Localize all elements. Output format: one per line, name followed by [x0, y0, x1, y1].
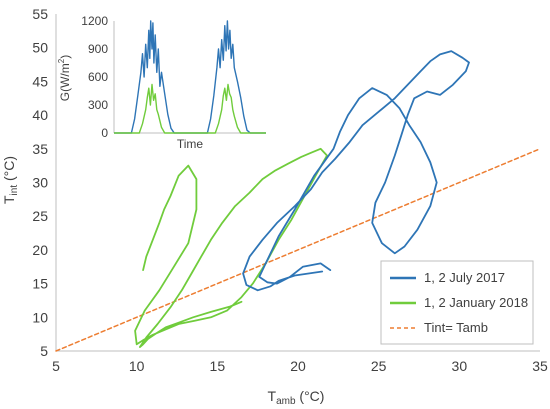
y-tick-label: 45 [32, 73, 48, 89]
inset-series-line-1 [114, 83, 266, 134]
inset-series-group [114, 20, 266, 134]
series-line-0 [242, 50, 470, 292]
series-line-2 [55, 148, 541, 352]
x-tick-label: 20 [290, 358, 306, 374]
y-tick-label: 10 [32, 309, 48, 325]
inset-x-axis-title: Time [177, 137, 204, 151]
y-axis-title-sub: int [9, 185, 20, 196]
inset-tick-labels: 0 300 600 900 1200 [81, 14, 108, 140]
y-axis-title: Tint (°C) [1, 156, 20, 204]
y-tick-label: 40 [32, 107, 48, 123]
main-series-group [55, 50, 541, 352]
inset-y-title-sup: 2 [57, 58, 66, 63]
y-tick-label: 55 [32, 6, 48, 22]
inset-y-axis-title: G(W/m2) [57, 55, 72, 101]
y-axis-title-main: T [1, 195, 17, 204]
inset-y-tick-label: 0 [101, 126, 108, 140]
y-tick-label: 50 [32, 40, 48, 56]
inset-y-tick-label: 900 [88, 42, 108, 56]
x-axis-title-unit: (°C) [296, 388, 325, 404]
y-tick-label: 15 [32, 276, 48, 292]
main-plot-area [55, 14, 540, 352]
x-axis-title: Tamb (°C) [268, 388, 325, 407]
inset-series-line-0 [114, 20, 266, 134]
inset-y-tick-label: 600 [88, 70, 108, 84]
inset-y-tick-label: 1200 [81, 14, 108, 28]
x-axis-title-main: T [268, 388, 277, 404]
x-tick-label: 10 [129, 358, 145, 374]
y-tick-label: 20 [32, 242, 48, 258]
y-tick-label: 30 [32, 175, 48, 191]
y-tick-label: 35 [32, 141, 48, 157]
x-tick-label: 35 [532, 358, 548, 374]
series-line-1 [134, 147, 328, 348]
x-tick-label: 15 [210, 358, 226, 374]
y-tick-label: 25 [32, 208, 48, 224]
x-axis-title-sub: amb [276, 396, 296, 407]
legend: 1, 2 July 2017 1, 2 January 2018 Tint= T… [380, 260, 534, 345]
inset-y-title-close: ) [58, 55, 72, 59]
x-tick-label: 25 [371, 358, 387, 374]
legend-label-july: 1, 2 July 2017 [424, 270, 505, 285]
legend-label-january: 1, 2 January 2018 [424, 295, 528, 310]
inset-y-title-main: G(W/m [58, 63, 72, 101]
legend-label-identity: Tint= Tamb [424, 320, 488, 335]
x-tick-label: 5 [52, 358, 60, 374]
x-tick-label: 30 [452, 358, 468, 374]
y-tick-label: 5 [40, 343, 48, 359]
inset-y-tick-label: 300 [88, 98, 108, 112]
y-axis-title-unit: (°C) [1, 156, 17, 185]
